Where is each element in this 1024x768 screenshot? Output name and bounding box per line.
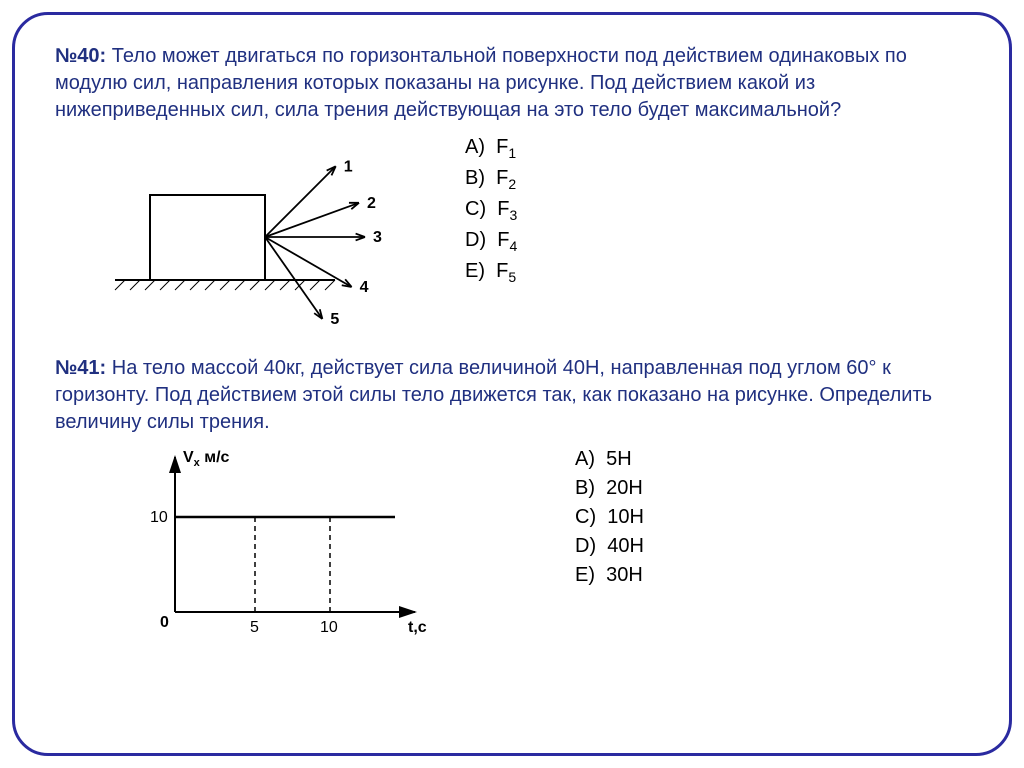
q40-diagram: 1 2 3 4 5	[55, 130, 435, 335]
option: A) 5Н	[575, 448, 969, 471]
option: A) F1	[465, 136, 969, 161]
chart-x-tick-10: 10	[320, 619, 338, 636]
q41-row: Vx м/с t,c 10 5 10 0 A) 5Н B) 20Н C) 10Н D)…	[55, 442, 969, 647]
chart-y-unit: м/с	[204, 449, 229, 466]
q41-body: На тело массой 40кг, действует сила вели…	[55, 357, 932, 433]
chart-y-value: 10	[150, 509, 168, 526]
svg-text:4: 4	[360, 279, 369, 296]
q40-body: Тело может двигаться по горизонтальной п…	[55, 45, 907, 121]
q41-chart: Vx м/с t,c 10 5 10 0	[55, 442, 445, 647]
q40-text: №40: Тело может двигаться по горизонталь…	[55, 43, 969, 124]
q40-number: №40:	[55, 45, 106, 67]
chart-x-tick-5: 5	[250, 619, 259, 636]
svg-text:2: 2	[367, 195, 376, 212]
slide-frame: №40: Тело может двигаться по горизонталь…	[12, 12, 1012, 756]
chart-origin: 0	[160, 614, 169, 631]
option: B) F2	[465, 167, 969, 192]
option: E) 30Н	[575, 564, 969, 587]
option: C) 10Н	[575, 506, 969, 529]
chart-y-label: V	[183, 449, 194, 466]
option: E) F5	[465, 260, 969, 285]
q41-options: A) 5Н B) 20Н C) 10Н D) 40Н E) 30Н	[445, 442, 969, 647]
svg-text:5: 5	[330, 311, 339, 328]
option: D) F4	[465, 229, 969, 254]
q41-number: №41:	[55, 357, 106, 379]
q40-options: A) F1 B) F2 C) F3 D) F4 E) F5	[435, 130, 969, 335]
option: B) 20Н	[575, 477, 969, 500]
q40-row: 1 2 3 4 5 A) F1 B) F2 C) F3 D) F4 E) F5	[55, 130, 969, 335]
option: C) F3	[465, 198, 969, 223]
svg-text:1: 1	[344, 158, 353, 175]
option: D) 40Н	[575, 535, 969, 558]
q41-text: №41: На тело массой 40кг, действует сила…	[55, 355, 969, 436]
svg-text:Vx м/с: Vx м/с	[183, 449, 230, 469]
svg-text:3: 3	[373, 229, 382, 246]
chart-x-label: t,c	[408, 619, 427, 636]
